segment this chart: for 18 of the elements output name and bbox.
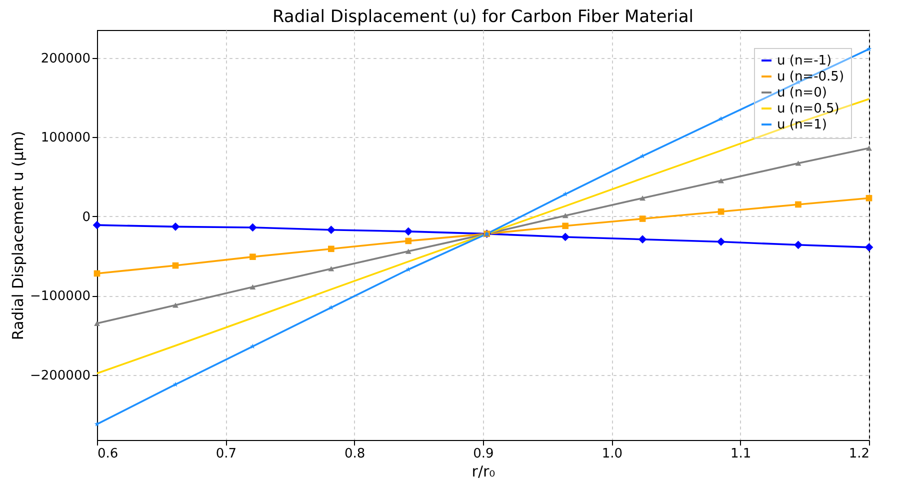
y-tick-label: −100000 xyxy=(30,289,90,304)
x-tick-label: 0.9 xyxy=(473,446,494,462)
y-axis-title: Radial Displacement u (μm) xyxy=(8,130,27,340)
y-tick-label: 200000 xyxy=(40,51,90,66)
y-tick-label: −200000 xyxy=(30,368,90,384)
x-tick-label: 1.2 xyxy=(848,446,870,462)
x-tick-label: 1.1 xyxy=(730,446,752,462)
y-tick-label: 100000 xyxy=(40,130,90,146)
x-tick-label: 1.0 xyxy=(602,446,623,462)
y-tick-label: 0 xyxy=(82,210,90,225)
x-tick-label: 0.7 xyxy=(216,446,237,462)
line-series xyxy=(96,98,870,374)
x-tick-label: 0.8 xyxy=(344,446,366,462)
x-axis-title: r/r₀ xyxy=(472,462,496,480)
legend-label: u (n=-1) xyxy=(777,54,832,68)
chart-title: Radial Displacement (u) for Carbon Fiber Material xyxy=(272,7,694,27)
x-tick-label: 0.6 xyxy=(98,446,118,462)
legend-label: u (n=0.5) xyxy=(777,102,840,116)
